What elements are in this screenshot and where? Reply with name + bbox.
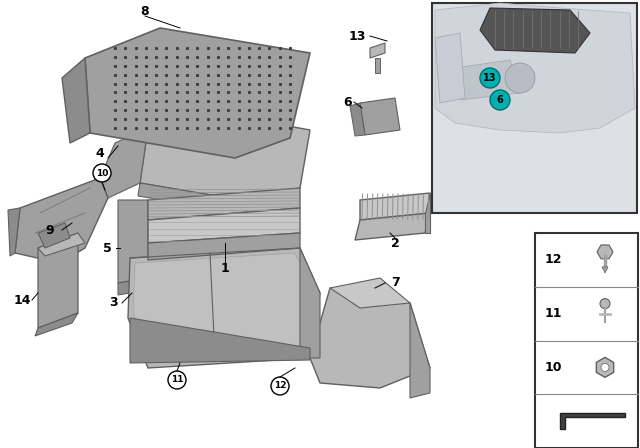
Polygon shape bbox=[375, 58, 380, 73]
Polygon shape bbox=[355, 213, 430, 240]
Polygon shape bbox=[148, 208, 300, 243]
Polygon shape bbox=[100, 128, 148, 198]
Text: 11: 11 bbox=[545, 307, 563, 320]
Polygon shape bbox=[38, 233, 78, 328]
Text: 8: 8 bbox=[141, 4, 149, 17]
Circle shape bbox=[490, 90, 510, 110]
Circle shape bbox=[480, 68, 500, 88]
Text: 2: 2 bbox=[390, 237, 399, 250]
Circle shape bbox=[601, 363, 609, 371]
Text: 5: 5 bbox=[102, 241, 111, 254]
Circle shape bbox=[168, 371, 186, 389]
Polygon shape bbox=[62, 58, 90, 143]
Polygon shape bbox=[133, 253, 315, 360]
Polygon shape bbox=[148, 188, 300, 220]
Polygon shape bbox=[560, 413, 625, 429]
Text: 13: 13 bbox=[483, 73, 497, 83]
Polygon shape bbox=[480, 8, 590, 53]
Polygon shape bbox=[118, 278, 148, 295]
Circle shape bbox=[600, 299, 610, 309]
Text: 9: 9 bbox=[45, 224, 54, 237]
Text: 4: 4 bbox=[95, 146, 104, 159]
Polygon shape bbox=[435, 3, 635, 133]
Text: 6: 6 bbox=[497, 95, 504, 105]
Polygon shape bbox=[370, 43, 385, 58]
Polygon shape bbox=[360, 193, 430, 220]
Polygon shape bbox=[360, 98, 400, 135]
Text: 6: 6 bbox=[344, 95, 352, 108]
Polygon shape bbox=[596, 358, 614, 377]
Polygon shape bbox=[85, 28, 310, 158]
Polygon shape bbox=[330, 278, 410, 308]
Polygon shape bbox=[15, 178, 108, 263]
Polygon shape bbox=[118, 200, 148, 283]
Circle shape bbox=[93, 164, 111, 182]
Bar bbox=[432, 3, 637, 213]
Polygon shape bbox=[128, 248, 320, 368]
Polygon shape bbox=[435, 33, 465, 103]
Polygon shape bbox=[455, 60, 520, 100]
Polygon shape bbox=[602, 267, 608, 273]
Polygon shape bbox=[138, 183, 240, 213]
Text: 12: 12 bbox=[545, 254, 563, 267]
Polygon shape bbox=[88, 178, 108, 200]
Polygon shape bbox=[38, 233, 85, 256]
Text: 13: 13 bbox=[348, 30, 365, 43]
Text: 7: 7 bbox=[390, 276, 399, 289]
Circle shape bbox=[271, 377, 289, 395]
Polygon shape bbox=[148, 233, 300, 260]
Text: 1: 1 bbox=[221, 262, 229, 275]
Text: 3: 3 bbox=[109, 297, 117, 310]
Text: 10: 10 bbox=[545, 361, 563, 374]
Polygon shape bbox=[130, 318, 310, 363]
Polygon shape bbox=[410, 303, 430, 398]
Polygon shape bbox=[597, 245, 613, 259]
Circle shape bbox=[505, 63, 535, 93]
Polygon shape bbox=[140, 110, 310, 200]
Polygon shape bbox=[35, 313, 78, 336]
Polygon shape bbox=[8, 208, 20, 256]
Polygon shape bbox=[38, 223, 70, 248]
Polygon shape bbox=[350, 103, 365, 136]
Text: 11: 11 bbox=[171, 375, 183, 384]
Bar bbox=[535, 233, 638, 448]
Polygon shape bbox=[310, 288, 430, 388]
Text: 12: 12 bbox=[274, 382, 286, 391]
Text: 10: 10 bbox=[96, 168, 108, 177]
Polygon shape bbox=[425, 193, 430, 233]
Polygon shape bbox=[300, 248, 320, 358]
Text: 14: 14 bbox=[13, 293, 31, 306]
